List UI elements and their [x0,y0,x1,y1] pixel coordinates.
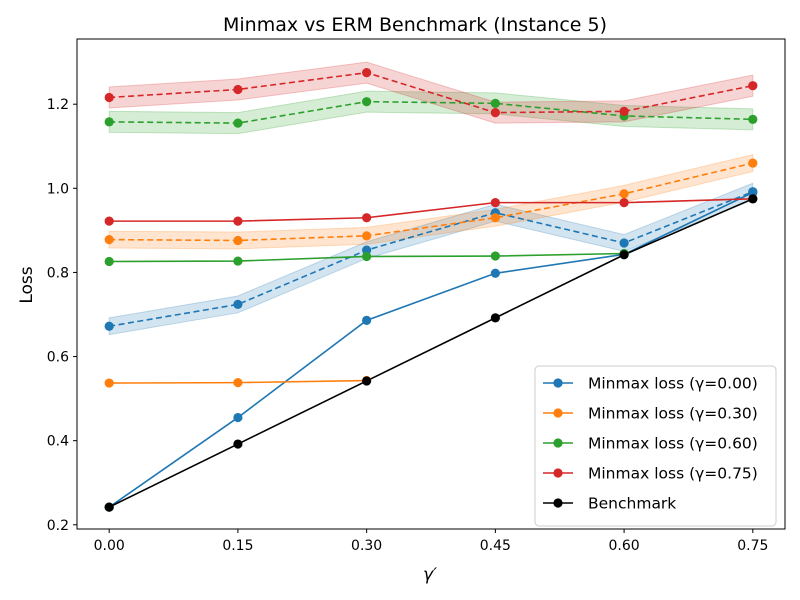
dashed-series-0-point-0 [104,321,114,331]
dashed-series-3-point-1 [233,84,243,95]
solid-series-4-line [108,198,754,508]
dashed-series-2-point-1 [233,118,243,128]
series-lines [108,71,754,508]
legend-label-2: Minmax loss (γ=0.60) [588,435,758,453]
legend-marker-1 [553,408,563,418]
solid-series-3-point-4 [619,198,629,208]
x-tick-label-0: 0.00 [94,538,125,554]
solid-series-2-point-0 [104,256,114,267]
x-tick-label-4: 0.60 [609,538,640,554]
legend-label-0: Minmax loss (γ=0.00) [588,375,758,393]
solid-series-0-point-5 [748,187,758,198]
y-axis-ticks: 0.2 0.4 0.6 0.8 1.0 1.2 [47,97,77,534]
legend-label-4: Benchmark [588,495,676,513]
y-tick-label-2: 0.6 [47,350,69,366]
legend-marker-0 [553,378,563,388]
solid-series-3-line [109,198,753,222]
dashed-series-0-point-1 [233,299,243,309]
solid-series-4-point-4 [619,250,629,260]
legend: Minmax loss (γ=0.00) Minmax loss (γ=0.30)… [534,365,777,527]
x-tick-label-3: 0.45 [480,538,511,554]
y-tick-label-1: 0.4 [47,434,69,450]
dashed-series-1-point-0 [104,235,114,245]
legend-label-1: Minmax loss (γ=0.30) [588,405,758,423]
dashed-series-1-point-3 [490,213,500,223]
dashed-series-3-point-2 [362,68,372,78]
solid-series-4-point-0 [104,502,114,512]
dashed-series-1-point-5 [748,158,758,168]
dashed-series-1-point-4 [619,189,629,199]
legend-marker-2 [553,438,563,448]
solid-series-4-point-2 [362,376,372,386]
dashed-series-3-point-0 [104,92,114,103]
plot-frame [76,38,786,530]
dashed-series-1-point-1 [233,235,243,246]
solid-series-2-point-1 [233,256,243,266]
dashed-series-1-point-2 [362,231,372,241]
dashed-series-3-point-4 [619,106,629,116]
y-tick-label-0: 0.2 [47,518,69,534]
solid-series-3-point-3 [490,198,500,208]
solid-series-3-point-1 [233,216,243,226]
solid-series-3-point-0 [104,216,114,226]
legend-label-3: Minmax loss (γ=0.75) [588,465,758,483]
dashed-series-3-point-5 [748,81,758,91]
solid-series-1-point-1 [233,378,243,388]
dashed-series-0-point-2 [362,245,372,255]
dashed-series-2-point-2 [362,97,372,107]
x-tick-label-2: 0.30 [351,538,382,554]
solid-series-0-point-3 [490,268,500,278]
y-tick-label-5: 1.2 [47,97,69,113]
y-tick-label-3: 0.8 [47,265,69,281]
dashed-series-0-line [109,190,754,328]
x-tick-label-1: 0.15 [222,538,253,554]
x-axis-label: γ′ [423,565,437,585]
solid-series-4-point-3 [490,313,500,323]
y-axis-label: Loss [17,266,37,303]
dashed-series-2-point-5 [748,114,758,124]
x-axis-ticks: 0.00 0.15 0.30 0.45 0.60 0.75 [94,529,768,554]
dashed-series-1-line [109,162,754,242]
x-tick-label-5: 0.75 [737,538,768,554]
confidence-band-2 [108,90,754,135]
solid-series-2-point-3 [490,251,500,261]
dashed-series-0-point-4 [619,238,629,248]
solid-series-2-point-2 [362,251,372,262]
solid-series-3-point-2 [362,213,372,223]
dashed-series-3-point-3 [490,108,500,118]
dashed-series-2-point-0 [104,117,114,127]
solid-series-4-point-1 [233,439,243,449]
dashed-series-2-point-3 [490,98,500,108]
solid-series-0-point-2 [362,315,372,325]
solid-series-1-point-0 [104,378,114,388]
legend-marker-4 [553,498,563,508]
chart-title: Minmax vs ERM Benchmark (Instance 5) [223,14,607,36]
solid-series-0-line [108,191,754,508]
legend-marker-3 [553,468,563,478]
legend-box [534,365,777,527]
y-tick-label-4: 1.0 [47,181,69,197]
series-markers [104,68,758,512]
solid-series-0-point-1 [233,412,243,423]
solid-series-4-point-5 [748,194,758,204]
dashed-series-2-line [109,100,753,124]
dashed-series-3-line [109,71,753,114]
